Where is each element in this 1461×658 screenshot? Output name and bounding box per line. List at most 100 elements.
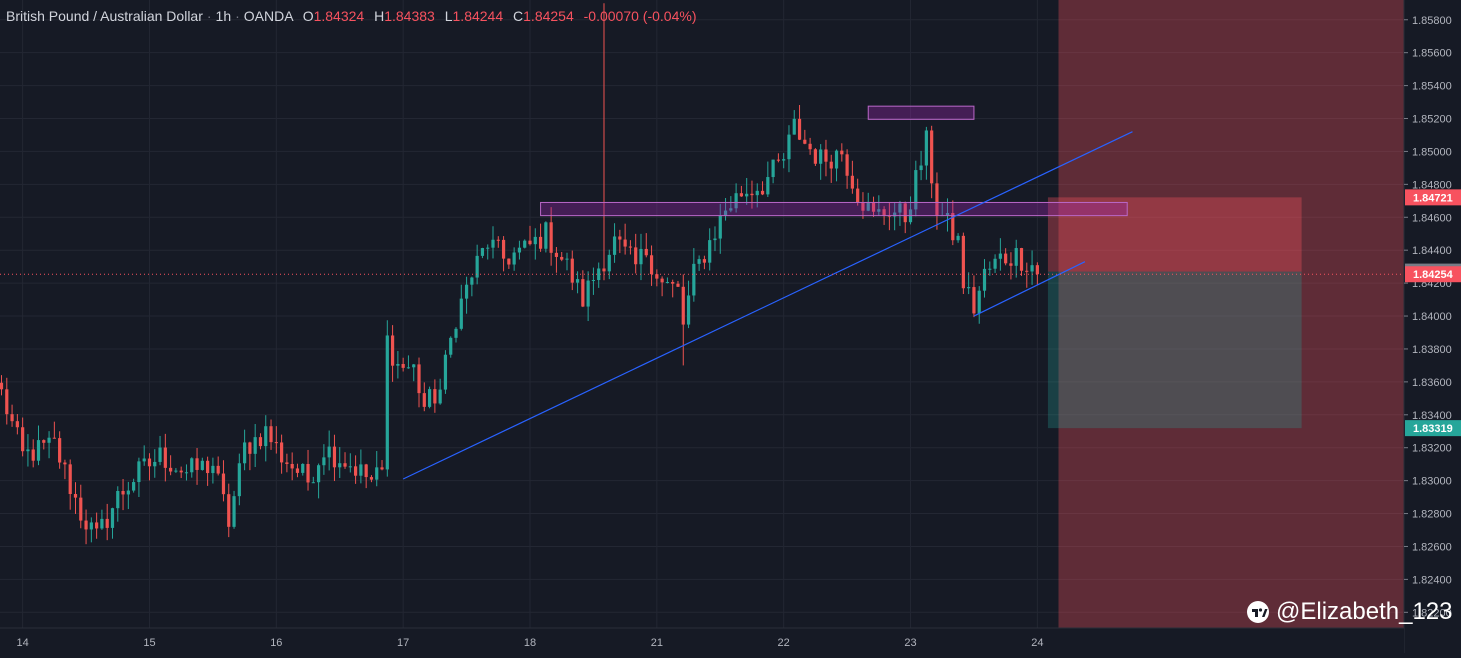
candle-body [1014, 248, 1018, 266]
candle-body [258, 437, 263, 447]
candle-body [206, 460, 210, 474]
candle-body [776, 159, 780, 161]
candle-body [581, 279, 585, 307]
candle-body [591, 280, 596, 282]
time-axis: 14 15 16 17 18 21 22 23 24 [0, 627, 1404, 653]
candle-body [216, 465, 220, 474]
candle-body [723, 210, 728, 216]
candle-body [110, 508, 115, 528]
price-tick-label: 1.85600 [1412, 48, 1452, 60]
rising-trendline [402, 131, 1133, 480]
candle-body [137, 461, 141, 483]
candle-body [644, 248, 648, 256]
low-label: L [444, 8, 453, 24]
candle-body [681, 286, 685, 325]
price-tick-label: 1.85200 [1412, 114, 1452, 126]
price-tick-label: 1.84000 [1412, 311, 1452, 323]
candle-body [697, 259, 701, 264]
broker: OANDA [243, 8, 293, 24]
candle-body [914, 170, 918, 210]
candle-body [570, 258, 574, 283]
candle-body [528, 240, 532, 245]
candle-body [977, 290, 981, 314]
take-profit-zone [1047, 271, 1302, 429]
candle-body [264, 426, 268, 447]
candle-body [68, 464, 72, 495]
candle-body [147, 458, 152, 467]
candle-body [792, 118, 796, 135]
candle-body [480, 248, 485, 256]
candle-body [692, 263, 696, 296]
candle-body [755, 190, 759, 196]
candle-body [401, 363, 405, 368]
candle-body [364, 464, 368, 478]
future-range-shading [1058, 0, 1404, 628]
candle-body [523, 240, 527, 248]
candle-body [840, 150, 844, 155]
candle-body [343, 463, 347, 467]
candle-body [919, 165, 923, 171]
grid-lines [0, 0, 1404, 628]
time-tick-label: 18 [524, 637, 536, 649]
candle-body [787, 134, 791, 160]
candle-body [501, 239, 506, 259]
candle-body [771, 159, 775, 178]
candle-body [322, 457, 326, 466]
candle-body [808, 143, 812, 150]
candle-body [459, 298, 463, 329]
price-tick-label: 1.83000 [1412, 476, 1452, 488]
candle-body [560, 256, 564, 260]
candle-body [829, 161, 833, 169]
candle-body [31, 449, 35, 461]
candle-body [73, 494, 78, 498]
candle-body [438, 389, 442, 404]
candle-body [803, 139, 807, 144]
interval[interactable]: 1h [215, 8, 232, 24]
candle-body [845, 154, 849, 176]
candle-body [385, 335, 389, 470]
candle-body [211, 465, 215, 474]
candle-body [0, 382, 4, 390]
candle-body [935, 183, 939, 216]
candle-body [42, 440, 46, 443]
candle-body [84, 520, 88, 530]
candle-body [121, 490, 125, 495]
watermark: @Elizabeth_123 [1246, 598, 1452, 626]
candle-body [253, 437, 257, 454]
candle-body [290, 463, 294, 469]
candle-body [856, 188, 860, 203]
candle-body [486, 247, 490, 249]
price-tick-label: 1.82400 [1412, 574, 1452, 586]
candle-body [819, 149, 823, 164]
candle-body [512, 252, 516, 265]
candle-body [618, 236, 622, 240]
candle-body [951, 213, 955, 241]
close-value: 1.84254 [523, 8, 574, 24]
candle-body [26, 449, 30, 452]
price-tag-target [1405, 420, 1461, 437]
candle-body [195, 458, 199, 470]
candle-body [549, 222, 553, 253]
candle-body [179, 470, 183, 473]
price-tick-label: 1.84800 [1412, 179, 1452, 191]
candle-body [972, 287, 976, 314]
candle-body [126, 490, 130, 495]
candle-body [406, 367, 411, 369]
candle-body [956, 235, 960, 241]
candle-body [153, 461, 157, 467]
candle-body [105, 518, 109, 528]
candle-body [575, 279, 580, 283]
candle-body [422, 393, 426, 407]
candle-body [184, 472, 189, 474]
time-tick-label: 15 [143, 637, 155, 649]
price-tick-label: 1.85400 [1412, 81, 1452, 93]
candle-body [1009, 263, 1013, 266]
candle-body [686, 295, 691, 325]
candle-body [100, 518, 104, 529]
price-axis-background [1404, 0, 1461, 653]
candle-body [390, 335, 395, 366]
candle-body [533, 236, 537, 245]
symbol-name[interactable]: British Pound / Australian Dollar [6, 8, 203, 24]
